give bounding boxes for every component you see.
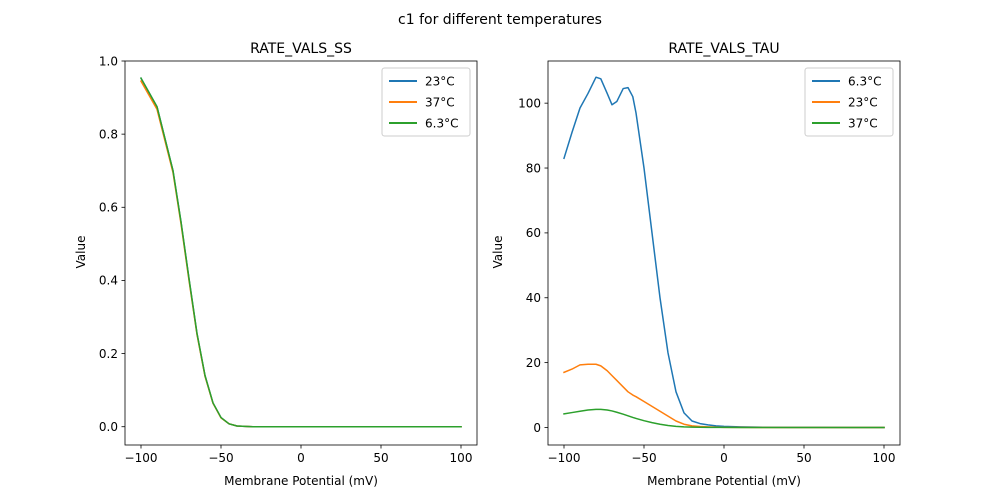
y-tick-label: 80: [526, 161, 541, 175]
legend-label: 37°C: [425, 95, 455, 109]
x-tick-label: 0: [720, 451, 728, 465]
figure-suptitle: c1 for different temperatures: [398, 12, 602, 28]
y-tick-label: 0.2: [99, 347, 118, 361]
y-tick-label: 0: [533, 421, 541, 435]
y-axis-label: Value: [491, 236, 505, 269]
legend: 23°C 37°C 6.3°C: [381, 67, 471, 137]
subplot-rate-vals-tau: RATE_VALS_TAU Membrane Potential (mV) Va…: [491, 41, 901, 488]
x-tick-label: −50: [631, 451, 656, 465]
subplot-title: RATE_VALS_TAU: [668, 41, 779, 57]
legend-label: 37°C: [848, 116, 878, 130]
legend-label: 23°C: [848, 95, 878, 109]
x-tick-label: 100: [873, 451, 896, 465]
y-tick-label: 0.4: [99, 274, 118, 288]
y-tick-label: 20: [526, 356, 541, 370]
legend-label: 23°C: [425, 74, 455, 88]
y-tick-label: 100: [518, 96, 541, 110]
legend-label: 6.3°C: [848, 74, 881, 88]
y-tick-label: 60: [526, 226, 541, 240]
series-line-2: [139, 77, 462, 428]
x-tick-label: 50: [373, 451, 388, 465]
y-tick-label: 0.8: [99, 127, 118, 141]
x-tick-label: −50: [208, 451, 233, 465]
x-tick-label: −100: [548, 451, 581, 465]
subplot-rate-vals-ss: RATE_VALS_SS Membrane Potential (mV) Val…: [74, 41, 478, 488]
y-tick-label: 0.6: [99, 201, 118, 215]
x-tick-label: 0: [297, 451, 305, 465]
x-tick-label: −100: [125, 451, 158, 465]
x-axis-label: Membrane Potential (mV): [647, 474, 801, 488]
y-tick-label: 1.0: [99, 54, 118, 68]
y-tick-label: 40: [526, 291, 541, 305]
series-line-2: [563, 408, 885, 429]
y-tick-label: 0.0: [99, 420, 118, 434]
y-axis-label: Value: [74, 236, 88, 269]
legend-box: [381, 67, 471, 137]
legend-label: 6.3°C: [425, 116, 458, 130]
subplot-title: RATE_VALS_SS: [250, 41, 352, 57]
x-axis-label: Membrane Potential (mV): [224, 474, 378, 488]
legend-box: [804, 67, 894, 137]
x-tick-label: 100: [450, 451, 473, 465]
legend: 6.3°C 23°C 37°C: [804, 67, 894, 137]
x-tick-label: 50: [796, 451, 811, 465]
